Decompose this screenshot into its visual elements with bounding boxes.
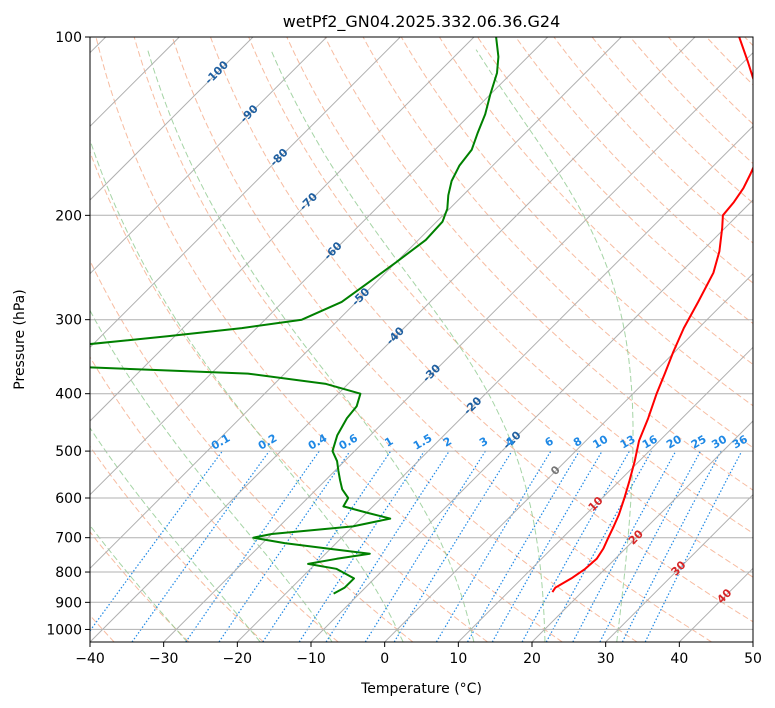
dry-adiabat-line: [95, 37, 563, 642]
plot-area: [90, 37, 753, 642]
y-tick-label: 1000: [46, 622, 82, 638]
moist-adiabat-line: [270, 49, 546, 642]
isotherm-line: [310, 199, 753, 642]
y-tick-label: 400: [55, 387, 82, 403]
dry-adiabat-line: [90, 531, 190, 642]
isotherm-line: [90, 37, 622, 570]
dewpoint-profile-line: [90, 37, 500, 595]
mixing-ratio-line: [90, 450, 223, 632]
x-tick-label: 50: [744, 651, 762, 667]
isotherm-line: [384, 272, 753, 642]
dry-adiabat-line: [248, 37, 753, 578]
moist-adiabat-line: [475, 49, 634, 642]
isotherm-line: [163, 51, 753, 642]
mixing-ratio-line: [131, 450, 270, 642]
x-tick-label: 40: [670, 651, 688, 667]
mixing-ratio-line: [325, 450, 450, 642]
x-tick-label: −10: [296, 651, 326, 667]
dry-adiabat-line: [477, 37, 753, 325]
dry-adiabat-line: [400, 37, 753, 407]
moist-adiabat-line: [90, 524, 188, 642]
y-tick-label: 200: [55, 208, 82, 224]
isotherm-line: [236, 125, 753, 642]
mixing-ratio-line: [218, 450, 351, 642]
x-tick-label: 0: [380, 651, 389, 667]
profile-lines: [90, 37, 753, 595]
y-tick-label: 900: [55, 595, 82, 611]
x-axis-title: Temperature (°C): [360, 681, 482, 697]
mixing-ratio-line: [185, 450, 320, 642]
chart-title: wetPf2_GN04.2025.332.06.36.G24: [283, 12, 561, 32]
y-tick-label: 100: [55, 30, 82, 46]
dry-adiabat-line: [210, 37, 753, 623]
isotherm-line: [457, 346, 753, 642]
dry-adiabat-line: [286, 37, 753, 534]
dry-adiabat-line: [324, 37, 753, 491]
x-tick-label: −40: [75, 651, 105, 667]
dry-adiabat-line: [133, 37, 638, 642]
x-tick-label: −20: [223, 651, 253, 667]
temperature-profile-line: [551, 37, 753, 593]
axes: −40 −30 −20 −10 0 10 20 30 40 50 1000 900 800 700 600 5…: [46, 30, 762, 667]
mixing-ratio-line: [572, 450, 677, 642]
mixing-ratio-line: [364, 450, 486, 642]
y-tick-label: 700: [55, 531, 82, 547]
dry-adiabat-line: [553, 37, 753, 244]
isotherm-line: [90, 37, 254, 201]
isotherm-line: [90, 37, 696, 642]
x-tick-label: 30: [597, 651, 615, 667]
moist-adiabat-line: [147, 49, 475, 642]
background-lines: [90, 37, 753, 642]
y-tick-label: 300: [55, 313, 82, 329]
y-axis-title: Pressure (hPa): [12, 289, 28, 389]
mixing-ratio-line: [393, 450, 513, 642]
y-tick-label: 500: [55, 444, 82, 460]
x-tick-label: −30: [149, 651, 179, 667]
dry-adiabat-line: [515, 37, 753, 284]
x-tick-label: 20: [523, 651, 541, 667]
dry-adiabat-line: [591, 37, 753, 204]
mixing-ratio-line: [491, 450, 603, 642]
dry-adiabat-line: [438, 37, 753, 366]
isotherm-line: [90, 37, 401, 349]
isotherm-line: [90, 37, 475, 422]
isotherm-line: [605, 493, 753, 642]
x-tick-label: 10: [449, 651, 467, 667]
mixing-ratio-line: [599, 450, 702, 642]
dry-adiabat-line: [629, 37, 753, 165]
moist-adiabat-line: [90, 427, 261, 642]
moist-adiabat-line: [90, 138, 404, 642]
mixing-ratio-line: [298, 450, 425, 642]
isotherm-line: [90, 37, 549, 496]
y-tick-label: 600: [55, 491, 82, 507]
mixing-ratio-line: [644, 450, 743, 642]
mixing-ratio-line: [521, 450, 631, 642]
plot-frame: [89, 36, 754, 643]
dry-adiabat-line: [90, 150, 488, 642]
isotherm-line: [531, 420, 753, 642]
isotherm-line: [90, 37, 328, 275]
dry-adiabat-line: [90, 356, 339, 642]
y-tick-label: 800: [55, 565, 82, 581]
